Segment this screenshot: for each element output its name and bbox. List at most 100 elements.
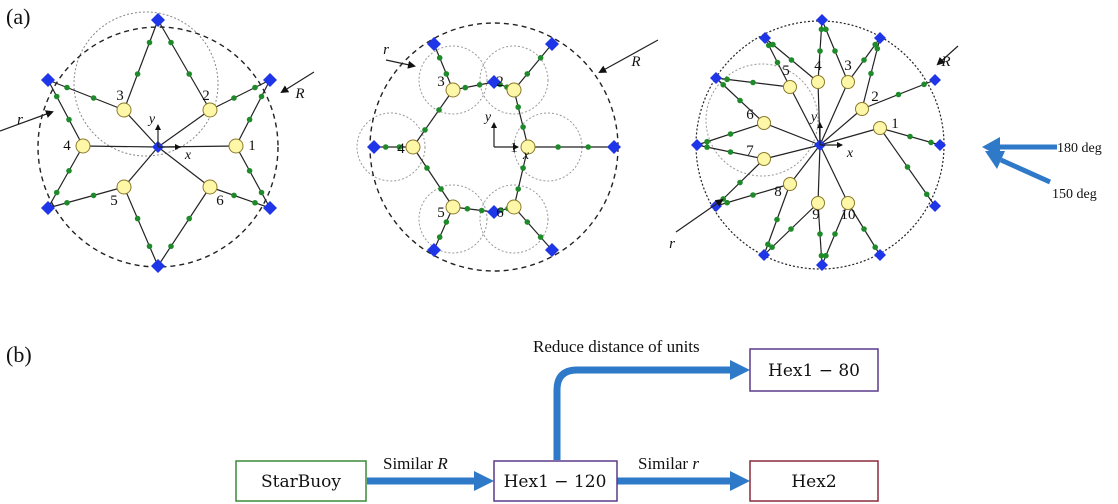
starbuoy-layout-diagram: x y 1 2 3 4 5 6 Rr: [0, 11, 315, 273]
connector-bead: [868, 70, 874, 77]
connector-bead: [396, 144, 403, 150]
anchor-marker: [691, 139, 703, 151]
unit-circle-r: [479, 184, 549, 254]
wave-arrow-150-head: [985, 151, 1005, 169]
unit-number: 9: [812, 207, 820, 223]
box-hex2: [749, 460, 879, 502]
anchor-marker: [487, 205, 501, 219]
center-line: [819, 144, 849, 204]
y-axis-label: y: [147, 112, 156, 127]
connector-bead: [90, 95, 97, 101]
x-axis-label: x: [522, 148, 530, 163]
anchor-marker: [874, 249, 886, 261]
connector-bead: [537, 234, 544, 240]
anchor-marker: [710, 72, 722, 84]
anchor-marker: [816, 259, 828, 271]
connector-bead: [928, 139, 934, 146]
connector-bead: [520, 165, 526, 171]
panel-label-a: (a): [6, 4, 30, 29]
connector-bead: [704, 138, 710, 145]
r-pointer-line: [385, 59, 416, 69]
unit-circle-r: [418, 184, 488, 254]
mooring-line: [123, 19, 159, 111]
box-hex2-label: Hex2: [791, 472, 836, 492]
connector-bead: [585, 144, 591, 150]
mooring-line: [513, 89, 529, 148]
anchor-marker: [929, 74, 941, 86]
connector-bead: [515, 104, 521, 110]
unit-number: 8: [774, 184, 782, 200]
anchor-marker: [151, 259, 165, 273]
anchor-marker: [263, 201, 277, 215]
unit-number: 6: [746, 107, 754, 123]
panel-label-b: (b): [6, 342, 32, 367]
connector-bead: [770, 41, 776, 48]
unit-circle-r: [705, 63, 819, 177]
connector-bead: [765, 42, 772, 49]
anchor-marker: [41, 73, 55, 87]
r-label: r: [383, 42, 389, 58]
float-unit: [811, 196, 825, 210]
float-unit: [873, 121, 887, 135]
float-unit: [75, 138, 91, 154]
y-axis-label: y: [809, 110, 818, 125]
box-hex1-80-label: Hex1 − 80: [768, 361, 860, 381]
unit-number: 4: [397, 141, 405, 157]
wave-label-150: 150 deg: [1052, 187, 1097, 202]
unit-number: 6: [496, 205, 504, 221]
x-axis-label: x: [846, 146, 854, 161]
connector-bead: [246, 168, 253, 174]
connector-bead: [186, 215, 192, 222]
connector-bead: [788, 57, 795, 63]
unit-number: 1: [510, 140, 518, 156]
mooring-line: [157, 186, 211, 267]
arrow-reduce-distance: [553, 366, 734, 460]
connector-bead: [424, 165, 430, 171]
connector-bead: [788, 226, 794, 232]
unit-number: 5: [782, 63, 790, 79]
float-unit: [811, 75, 825, 89]
label-similar-r: Similar r: [638, 454, 699, 473]
center-line: [123, 109, 159, 148]
connector-bead: [436, 55, 443, 61]
unit-number: 5: [437, 205, 445, 221]
center-line: [82, 145, 159, 148]
anchor-marker: [934, 139, 946, 151]
layout-flowchart: Similar R Similar r Reduce distance of u…: [235, 337, 879, 502]
mooring-line: [235, 79, 271, 147]
connector-bead: [64, 199, 70, 206]
mooring-line: [209, 79, 271, 111]
mooring-line: [47, 186, 125, 209]
connector-bead: [168, 243, 174, 250]
y-axis-label: y: [483, 110, 492, 125]
connector-bead: [515, 186, 521, 192]
R-pointer-line: [598, 39, 659, 73]
center-line: [763, 144, 821, 160]
unit-number: 2: [496, 74, 504, 90]
center-line: [763, 122, 821, 146]
connector-bead: [476, 82, 483, 88]
unit-number: 7: [746, 143, 754, 159]
connector-bead: [704, 144, 710, 150]
mooring-line: [123, 186, 159, 267]
float-unit: [202, 102, 218, 118]
label-similar-R: Similar R: [383, 454, 448, 473]
connector-bead: [186, 71, 192, 77]
connector-bead: [146, 39, 153, 46]
connector-bead: [252, 199, 258, 206]
connector-bead: [64, 84, 70, 91]
wave-direction-arrows: 180 deg 150 deg: [982, 137, 1102, 202]
connector-bead: [443, 219, 450, 225]
connector-bead: [422, 127, 428, 133]
r-pointer-line: [675, 198, 724, 233]
connector-bead: [727, 149, 734, 155]
unit-number: 6: [216, 193, 224, 209]
unit-number: 3: [116, 88, 124, 104]
unit-circle-r: [73, 11, 219, 157]
center-line: [157, 109, 211, 148]
box-hex1-120-label: Hex1 − 120: [504, 472, 607, 492]
center-line: [789, 86, 821, 146]
anchor-marker: [427, 37, 441, 51]
R-pointer-line: [936, 45, 959, 66]
connector-bead: [823, 252, 829, 259]
